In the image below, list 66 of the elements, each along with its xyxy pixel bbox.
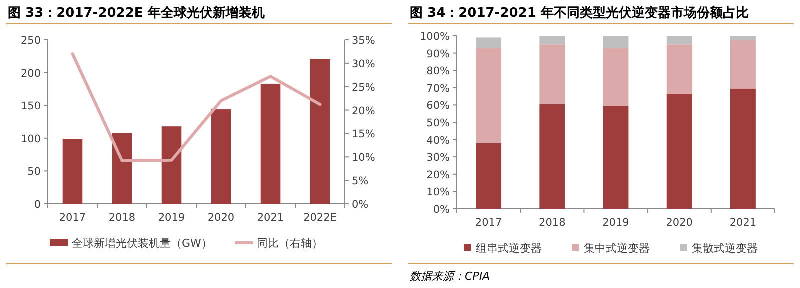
x-tick-label: 2020 [208, 212, 235, 224]
y-tick-label: 60% [426, 100, 450, 112]
line-series [71, 52, 322, 162]
bar [730, 40, 756, 89]
bar [476, 143, 502, 209]
bar [730, 88, 756, 209]
y-tick-label: 0 [34, 199, 41, 211]
bar [260, 84, 281, 204]
y2-tick-label: 20% [352, 105, 376, 118]
y-tick-label: 20% [426, 169, 450, 182]
y-tick-label: 30% [426, 152, 450, 164]
y2-tick-label: 0% [352, 199, 369, 211]
y2-tick-label: 30% [352, 58, 376, 70]
y-tick-label: 100 [20, 133, 41, 146]
x-tick-label: 2019 [602, 217, 630, 229]
bar [112, 133, 132, 204]
bar [211, 110, 232, 204]
bar [540, 104, 566, 209]
source-note: 数据来源：CPIA [410, 270, 490, 283]
x-tick-label: 2019 [158, 212, 186, 224]
chart-title: 图 33：2017-2022E 年全球光伏新增装机 [8, 5, 265, 21]
y2-tick-label: 15% [352, 128, 376, 141]
legend-label: 集中式逆变器 [584, 242, 650, 255]
x-tick-label: 2018 [539, 217, 566, 229]
bar [603, 106, 629, 209]
bar [666, 94, 692, 209]
bar [162, 126, 182, 204]
bar [666, 44, 692, 94]
x-tick-label: 2021 [257, 212, 284, 224]
y-tick-label: 50 [28, 166, 41, 178]
y2-tick-label: 35% [352, 35, 376, 47]
bar [62, 139, 83, 204]
y-tick-label: 100% [420, 31, 450, 43]
x-tick-label: 2021 [730, 217, 757, 229]
bar [603, 36, 629, 48]
bar [730, 36, 756, 40]
legend-label: 集散式逆变器 [692, 242, 758, 255]
bar [540, 44, 566, 104]
legend-label: 同比（右轴） [257, 237, 323, 250]
y2-tick-label: 25% [352, 82, 376, 94]
y-tick-label: 250 [20, 35, 41, 47]
chart-title: 图 34：2017-2021 年不同类型光伏逆变器市场份额占比 [410, 5, 749, 21]
y-tick-label: 200 [20, 68, 41, 80]
y-tick-label: 50% [426, 118, 450, 130]
y-tick-label: 0% [433, 204, 450, 216]
legend-label: 组串式逆变器 [476, 242, 542, 255]
y-tick-label: 70% [426, 82, 450, 95]
x-tick-label: 2022E [304, 212, 337, 224]
y-tick-label: 10% [426, 186, 450, 199]
y2-tick-label: 10% [352, 152, 376, 164]
bar [666, 36, 692, 45]
x-tick-label: 2020 [666, 217, 693, 229]
y-tick-label: 90% [426, 48, 450, 60]
y2-tick-label: 5% [352, 176, 369, 188]
legend-label: 全球新增光伏装机量（GW） [72, 237, 212, 250]
x-tick-label: 2018 [108, 212, 136, 224]
bar [603, 48, 629, 106]
y-tick-label: 150 [20, 100, 41, 113]
bar [476, 48, 502, 144]
bar [310, 59, 330, 204]
bar [540, 36, 566, 45]
x-tick-label: 2017 [59, 212, 86, 224]
bar [476, 38, 502, 48]
y-tick-label: 40% [426, 134, 450, 147]
y-tick-label: 80% [426, 66, 450, 78]
x-tick-label: 2017 [475, 217, 502, 229]
